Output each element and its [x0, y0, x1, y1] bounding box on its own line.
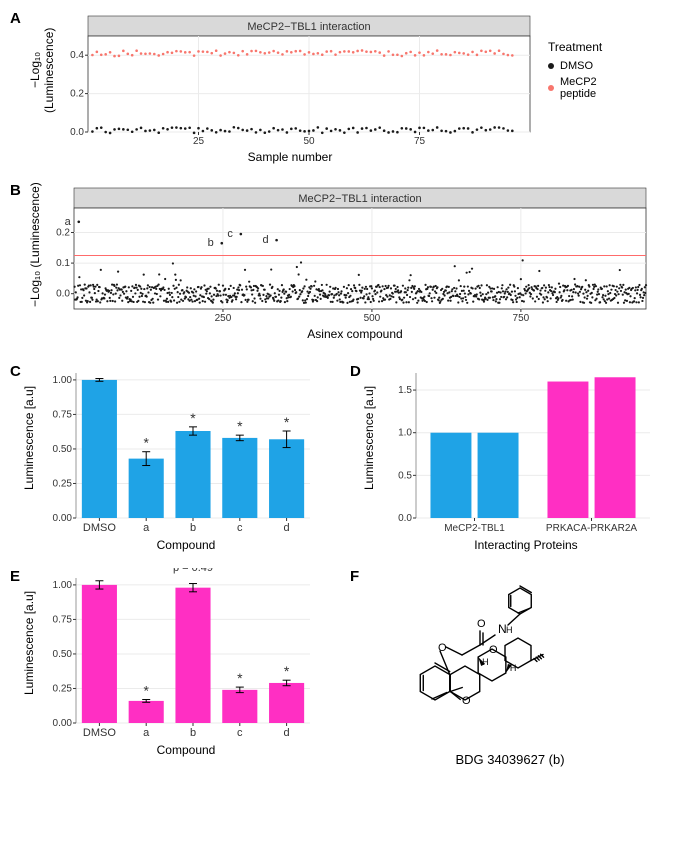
svg-text:d: d	[262, 234, 268, 246]
panel-e-ylabel: Luminescence [a.u]	[22, 568, 36, 718]
svg-text:O: O	[489, 644, 498, 656]
svg-text:0.2: 0.2	[70, 89, 84, 100]
figure-root: A −Log₁₀ (Luminescence) MeCP2−TBL1 inter…	[10, 10, 675, 767]
svg-text:0.4: 0.4	[70, 50, 84, 61]
svg-text:0.00: 0.00	[53, 718, 73, 729]
panel-c-xlabel: Compound	[56, 538, 316, 552]
svg-text:75: 75	[414, 136, 426, 147]
svg-text:25: 25	[193, 136, 205, 147]
svg-text:500: 500	[364, 313, 381, 324]
svg-text:p = 0.49: p = 0.49	[173, 568, 213, 574]
panel-b-label: B	[10, 182, 21, 199]
svg-text:b: b	[190, 727, 196, 739]
svg-text:c: c	[227, 228, 233, 240]
svg-text:0.25: 0.25	[53, 478, 73, 489]
svg-text:1.00: 1.00	[53, 580, 73, 591]
row-ef: E Luminescence [a.u] 0.00 0.25 0.50 0.75 1.0…	[10, 568, 675, 767]
panel-b-svg: MeCP2−TBL1 interaction 0.0 0.1 0.2 250 500 750…	[42, 182, 652, 327]
svg-text:DMSO: DMSO	[83, 522, 116, 534]
svg-text:d: d	[284, 727, 290, 739]
panel-e-xlabel: Compound	[56, 743, 316, 757]
svg-text:MeCP2−TBL1 interaction: MeCP2−TBL1 interaction	[247, 21, 370, 33]
svg-text:b: b	[208, 237, 214, 249]
panel-a-xlabel: Sample number	[70, 150, 510, 164]
svg-text:750: 750	[513, 313, 530, 324]
svg-text:1.0: 1.0	[398, 428, 412, 439]
panel-d: D Luminescence [a.u] 0.0 0.5 1.0 1.5 MeCP2-T…	[350, 363, 670, 552]
svg-text:0.0: 0.0	[398, 513, 412, 524]
svg-text:O: O	[462, 695, 471, 707]
svg-text:0.50: 0.50	[53, 444, 73, 455]
svg-text:*: *	[143, 435, 149, 451]
svg-text:0.50: 0.50	[53, 649, 73, 660]
svg-text:1.5: 1.5	[398, 385, 412, 396]
svg-text:*: *	[284, 663, 290, 679]
svg-text:0.2: 0.2	[56, 227, 70, 238]
panel-e: E Luminescence [a.u] 0.00 0.25 0.50 0.75 1.0…	[10, 568, 330, 767]
svg-text:*: *	[284, 414, 290, 430]
panel-d-svg: 0.0 0.5 1.0 1.5 MeCP2-TBL1 PRKACA-PRKAR2A	[376, 363, 656, 538]
panel-c: C Luminescence [a.u] 0.00 0.25 0.50 0.75 1.0…	[10, 363, 330, 552]
panel-c-label: C	[10, 363, 21, 380]
svg-text:250: 250	[215, 313, 232, 324]
svg-text:*: *	[237, 670, 243, 686]
panel-b-xlabel: Asinex compound	[70, 327, 640, 341]
panel-d-ylabel: Luminescence [a.u]	[362, 363, 376, 513]
svg-text:a: a	[143, 727, 150, 739]
svg-text:0.75: 0.75	[53, 409, 73, 420]
panel-d-xlabel: Interacting Proteins	[396, 538, 656, 552]
svg-text:0.0: 0.0	[70, 127, 84, 138]
panel-a-ylabel: −Log₁₀ (Luminescence)	[28, 10, 56, 130]
panel-a-svg: MeCP2−TBL1 interaction 0.0 0.2 0.4 25 50 75	[56, 10, 536, 150]
svg-text:0.25: 0.25	[53, 683, 73, 694]
svg-text:c: c	[237, 727, 243, 739]
svg-text:b: b	[190, 522, 196, 534]
panel-e-label: E	[10, 568, 20, 585]
svg-text:O: O	[438, 642, 447, 654]
panel-e-svg: 0.00 0.25 0.50 0.75 1.00 DMSO * a b * c * d p = 0.49	[36, 568, 316, 743]
svg-text:*: *	[190, 410, 196, 426]
svg-text:0.75: 0.75	[53, 614, 73, 625]
panel-b-ylabel: −Log₁₀ (Luminescence)	[28, 182, 42, 307]
svg-text:d: d	[284, 522, 290, 534]
svg-text:O: O	[477, 618, 486, 630]
panel-c-ylabel: Luminescence [a.u]	[22, 363, 36, 513]
svg-text:c: c	[237, 522, 243, 534]
svg-text:MeCP2-TBL1: MeCP2-TBL1	[444, 523, 505, 534]
svg-text:*: *	[143, 683, 149, 699]
panel-c-svg: 0.00 0.25 0.50 0.75 1.00 DMSO * a * b * c * d	[36, 363, 316, 538]
legend-title: Treatment	[548, 40, 602, 54]
panel-f: F NHOOOOHH BDG 34039627 (b)	[350, 568, 670, 767]
svg-text:0.5: 0.5	[398, 470, 412, 481]
panel-d-label: D	[350, 363, 361, 380]
panel-a-legend: Treatment DMSOMeCP2 peptide	[548, 10, 602, 150]
svg-text:0.00: 0.00	[53, 513, 73, 524]
svg-text:PRKACA-PRKAR2A: PRKACA-PRKAR2A	[546, 523, 637, 534]
svg-text:a: a	[143, 522, 150, 534]
svg-text:MeCP2−TBL1 interaction: MeCP2−TBL1 interaction	[298, 193, 421, 205]
panel-f-structure: NHOOOOHH	[350, 568, 650, 743]
svg-text:H: H	[506, 625, 513, 635]
svg-text:1.00: 1.00	[53, 375, 73, 386]
svg-text:*: *	[237, 418, 243, 434]
panel-f-caption: BDG 34039627 (b)	[350, 752, 670, 767]
panel-a: A −Log₁₀ (Luminescence) MeCP2−TBL1 inter…	[10, 10, 675, 170]
row-cd: C Luminescence [a.u] 0.00 0.25 0.50 0.75 1.0…	[10, 363, 675, 552]
svg-text:a: a	[65, 216, 72, 228]
panel-b: B −Log₁₀ (Luminescence) MeCP2−TBL1 inter…	[10, 182, 675, 347]
panel-a-label: A	[10, 10, 21, 27]
svg-text:0.1: 0.1	[56, 258, 70, 269]
svg-text:DMSO: DMSO	[83, 727, 116, 739]
svg-text:0.0: 0.0	[56, 289, 70, 300]
panel-f-label: F	[350, 568, 359, 585]
svg-text:50: 50	[303, 136, 315, 147]
svg-text:H: H	[510, 663, 517, 673]
